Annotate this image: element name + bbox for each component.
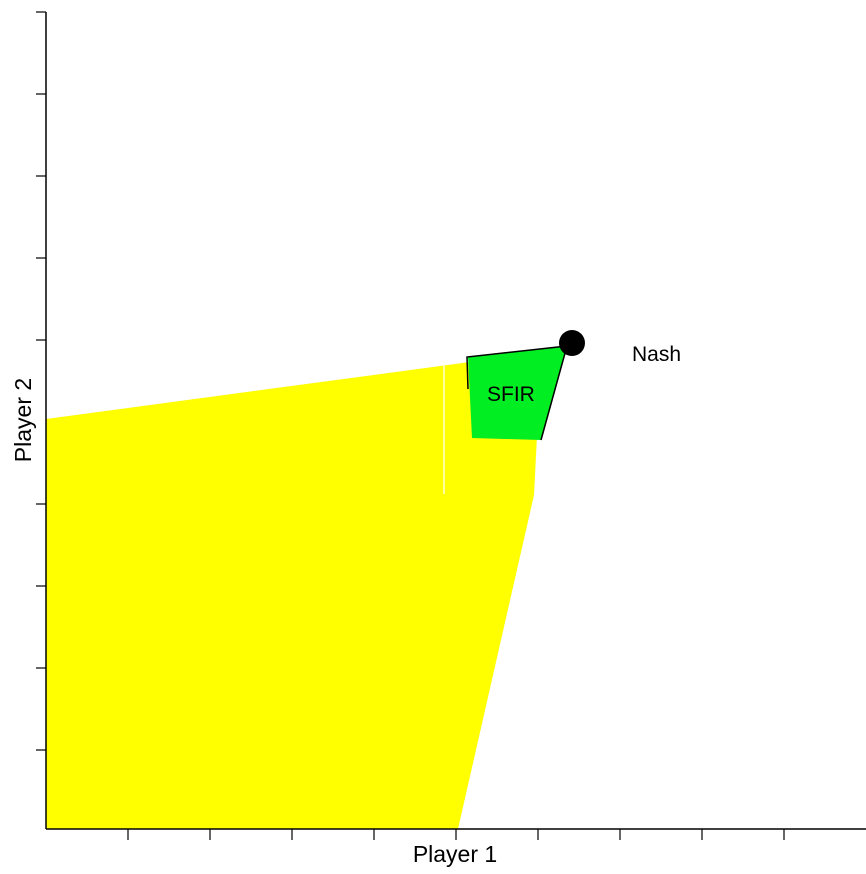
x-axis-label: Player 1 — [413, 841, 497, 867]
nash-point — [559, 330, 585, 356]
sfir-boundary — [466, 345, 569, 441]
feasible-payoff-region — [46, 357, 541, 829]
nash-label: Nash — [632, 343, 681, 366]
sfir-label: SFIR — [487, 383, 535, 406]
sfir-region — [468, 346, 567, 440]
y-axis-label: Player 2 — [10, 378, 36, 462]
y-axis-ticks — [36, 11, 46, 751]
x-axis-ticks — [127, 829, 785, 840]
